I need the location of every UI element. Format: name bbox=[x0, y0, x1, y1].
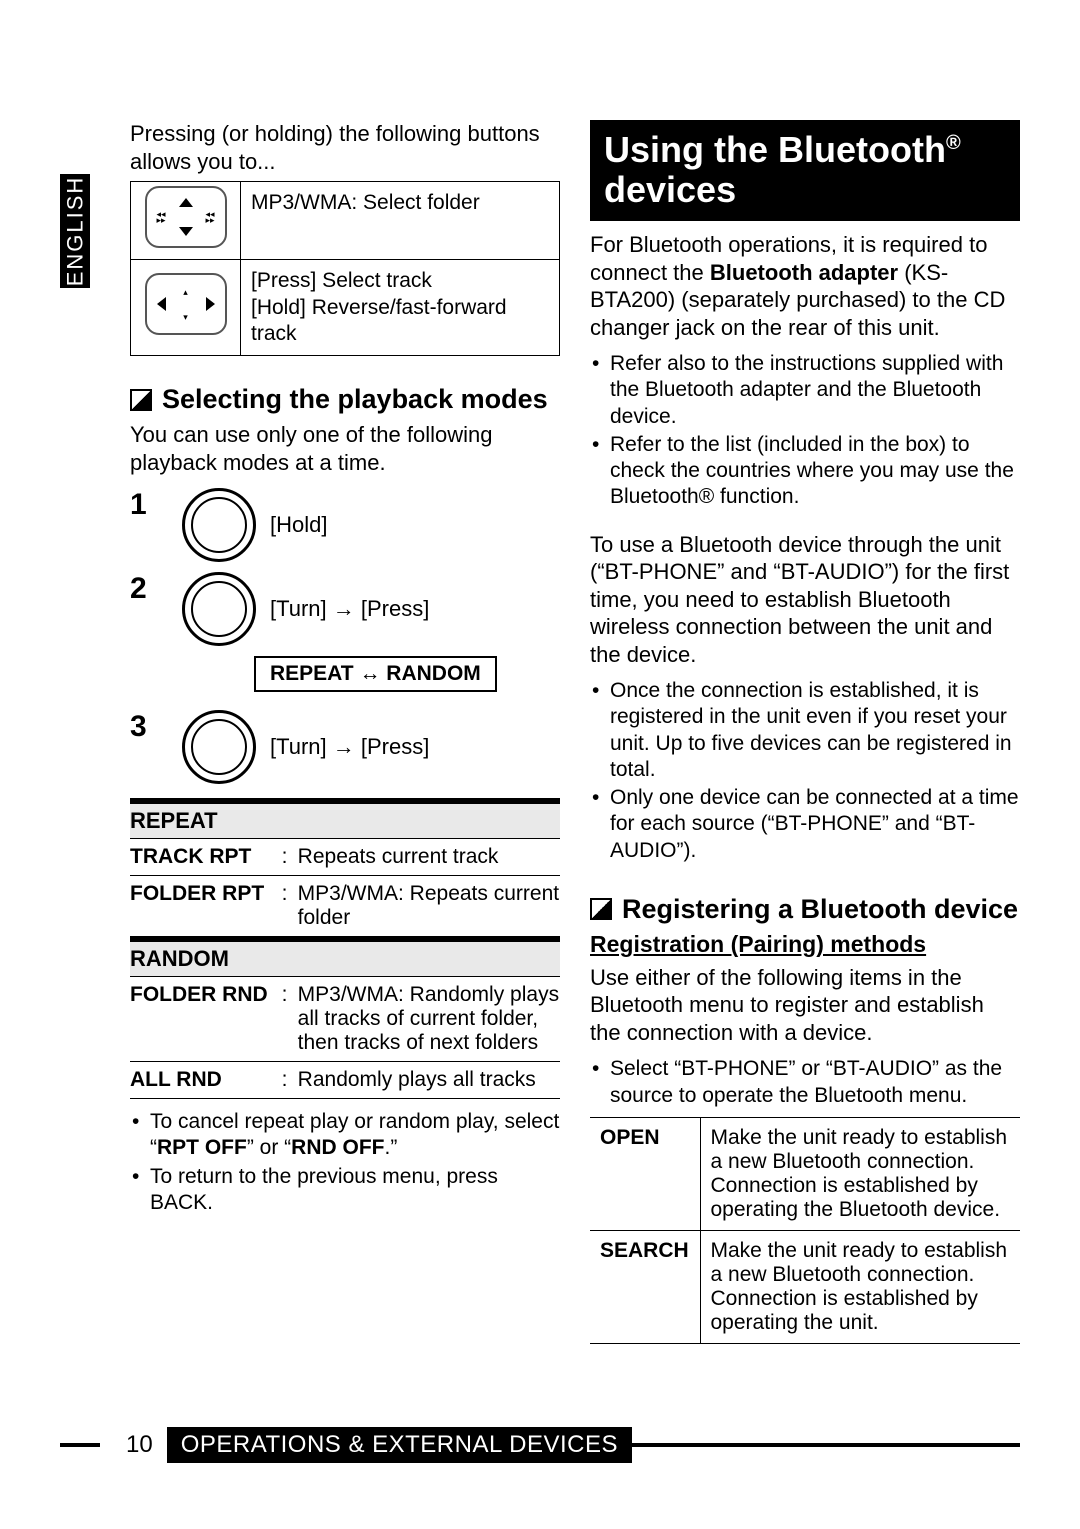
rocker-left-right-icon: ▴▾ bbox=[145, 273, 227, 335]
table-row: ◂◂▸▸◂◂▸▸ MP3/WMA: Select folder bbox=[131, 182, 560, 260]
button-function-table: ◂◂▸▸◂◂▸▸ MP3/WMA: Select folder ▴▾ [Pres… bbox=[130, 181, 560, 356]
step-2: 2 [Turn] → [Press] bbox=[130, 572, 560, 646]
bt-intro: For Bluetooth operations, it is required… bbox=[590, 231, 1020, 341]
step-text: [Hold] bbox=[270, 512, 327, 538]
step-1: 1 [Hold] bbox=[130, 488, 560, 562]
rocker-up-down-icon: ◂◂▸▸◂◂▸▸ bbox=[145, 186, 227, 248]
reg-val: Make the unit ready to establish a new B… bbox=[700, 1230, 1020, 1343]
playback-modes-table: REPEAT TRACK RPT : Repeats current track… bbox=[130, 798, 560, 1099]
table-row: FOLDER RND : MP3/WMA: Randomly plays all… bbox=[130, 977, 560, 1062]
section-bullet-icon bbox=[590, 898, 612, 920]
page-body: Pressing (or holding) the following butt… bbox=[60, 120, 1020, 1409]
button-icon-updown: ◂◂▸▸◂◂▸▸ bbox=[131, 182, 241, 260]
step-number: 3 bbox=[130, 710, 152, 744]
subsection-title: Registration (Pairing) methods bbox=[590, 931, 1020, 958]
dial-icon bbox=[182, 572, 256, 646]
mode-val: Repeats current track bbox=[298, 839, 560, 876]
list-item: Refer to the list (included in the box) … bbox=[590, 432, 1020, 511]
page-number: 10 bbox=[100, 1431, 167, 1459]
registration-table: OPEN Make the unit ready to establish a … bbox=[590, 1117, 1020, 1344]
section-title: Selecting the playback modes bbox=[162, 384, 548, 415]
reg-val: Make the unit ready to establish a new B… bbox=[700, 1117, 1020, 1230]
table-row: ALL RND : Randomly plays all tracks bbox=[130, 1062, 560, 1099]
colon: : bbox=[282, 839, 298, 876]
reg-bullets: Select “BT-PHONE” or “BT-AUDIO” as the s… bbox=[590, 1056, 1020, 1109]
mode-val: MP3/WMA: Repeats current folder bbox=[298, 876, 560, 940]
notes-list: To cancel repeat play or random play, se… bbox=[130, 1109, 560, 1216]
colon: : bbox=[282, 1062, 298, 1099]
repeat-random-pill: REPEAT ↔ RANDOM bbox=[254, 656, 497, 692]
list-item: Refer also to the instructions supplied … bbox=[590, 351, 1020, 430]
list-item: Once the connection is established, it i… bbox=[590, 678, 1020, 783]
dial-icon bbox=[182, 488, 256, 562]
footer-label: OPERATIONS & EXTERNAL DEVICES bbox=[167, 1427, 632, 1463]
mode-key: FOLDER RND bbox=[130, 977, 282, 1062]
step-number: 1 bbox=[130, 488, 152, 522]
button-icon-leftright: ▴▾ bbox=[131, 260, 241, 356]
reg-key: OPEN bbox=[590, 1117, 700, 1230]
table-row: FOLDER RPT : MP3/WMA: Repeats current fo… bbox=[130, 876, 560, 940]
footer-rule bbox=[632, 1443, 1020, 1447]
reg-intro: Use either of the following items in the… bbox=[590, 964, 1020, 1047]
step-text: [Turn] → [Press] bbox=[270, 734, 429, 760]
reg-key: SEARCH bbox=[590, 1230, 700, 1343]
colon: : bbox=[282, 876, 298, 940]
random-header: RANDOM bbox=[130, 939, 560, 977]
bt-bullets-1: Refer also to the instructions supplied … bbox=[590, 351, 1020, 511]
note-item: To cancel repeat play or random play, se… bbox=[130, 1109, 560, 1162]
bt-bullets-2: Once the connection is established, it i… bbox=[590, 678, 1020, 864]
mode-val: Randomly plays all tracks bbox=[298, 1062, 560, 1099]
mode-key: TRACK RPT bbox=[130, 839, 282, 876]
colon: : bbox=[282, 977, 298, 1062]
steps-list: 1 [Hold] 2 [Turn] → [Press] REPEAT ↔ RAN… bbox=[130, 488, 560, 784]
section-bullet-icon bbox=[130, 389, 152, 411]
section-title: Registering a Bluetooth device bbox=[622, 894, 1018, 925]
footer-rule bbox=[60, 1443, 100, 1447]
bt-first-time: To use a Bluetooth device through the un… bbox=[590, 531, 1020, 669]
table-row: SEARCH Make the unit ready to establish … bbox=[590, 1230, 1020, 1343]
step-3: 3 [Turn] → [Press] bbox=[130, 710, 560, 784]
step-number: 2 bbox=[130, 572, 152, 606]
mode-val: MP3/WMA: Randomly plays all tracks of cu… bbox=[298, 977, 560, 1062]
table-row: OPEN Make the unit ready to establish a … bbox=[590, 1117, 1020, 1230]
list-item: Select “BT-PHONE” or “BT-AUDIO” as the s… bbox=[590, 1056, 1020, 1109]
right-column: Using the Bluetooth® devices For Bluetoo… bbox=[590, 120, 1020, 1409]
page-title: Using the Bluetooth® devices bbox=[590, 120, 1020, 221]
mode-key: ALL RND bbox=[130, 1062, 282, 1099]
left-column: Pressing (or holding) the following butt… bbox=[130, 120, 560, 1409]
button-desc: [Press] Select track [Hold] Reverse/fast… bbox=[241, 260, 560, 356]
step-text: [Turn] → [Press] bbox=[270, 596, 429, 622]
button-desc: MP3/WMA: Select folder bbox=[241, 182, 560, 260]
table-row: ▴▾ [Press] Select track [Hold] Reverse/f… bbox=[131, 260, 560, 356]
note-item: To return to the previous menu, press BA… bbox=[130, 1164, 560, 1217]
page-footer: 10 OPERATIONS & EXTERNAL DEVICES bbox=[0, 1427, 1080, 1463]
dial-icon bbox=[182, 710, 256, 784]
repeat-header: REPEAT bbox=[130, 801, 560, 839]
intro-text: Pressing (or holding) the following butt… bbox=[130, 120, 560, 175]
section-heading: Selecting the playback modes bbox=[130, 384, 560, 415]
mode-key: FOLDER RPT bbox=[130, 876, 282, 940]
list-item: Only one device can be connected at a ti… bbox=[590, 785, 1020, 864]
table-row: TRACK RPT : Repeats current track bbox=[130, 839, 560, 876]
section-lead: You can use only one of the following pl… bbox=[130, 421, 560, 476]
section-heading: Registering a Bluetooth device bbox=[590, 894, 1020, 925]
